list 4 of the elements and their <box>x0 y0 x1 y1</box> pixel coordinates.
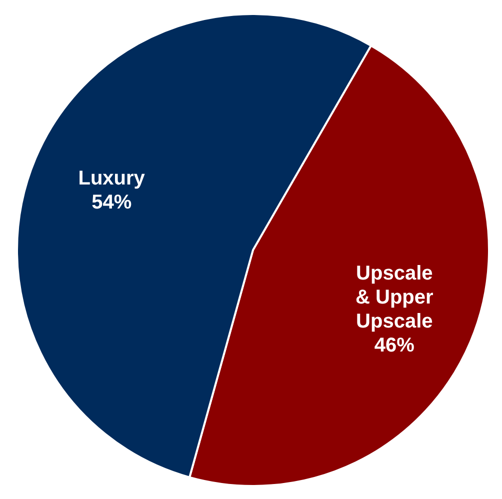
data-label: 54% <box>92 192 132 214</box>
slice-label: Luxury <box>78 168 146 190</box>
data-label: 46% <box>374 334 415 356</box>
slice-label: Upscale & Upper Upscale <box>356 262 434 332</box>
